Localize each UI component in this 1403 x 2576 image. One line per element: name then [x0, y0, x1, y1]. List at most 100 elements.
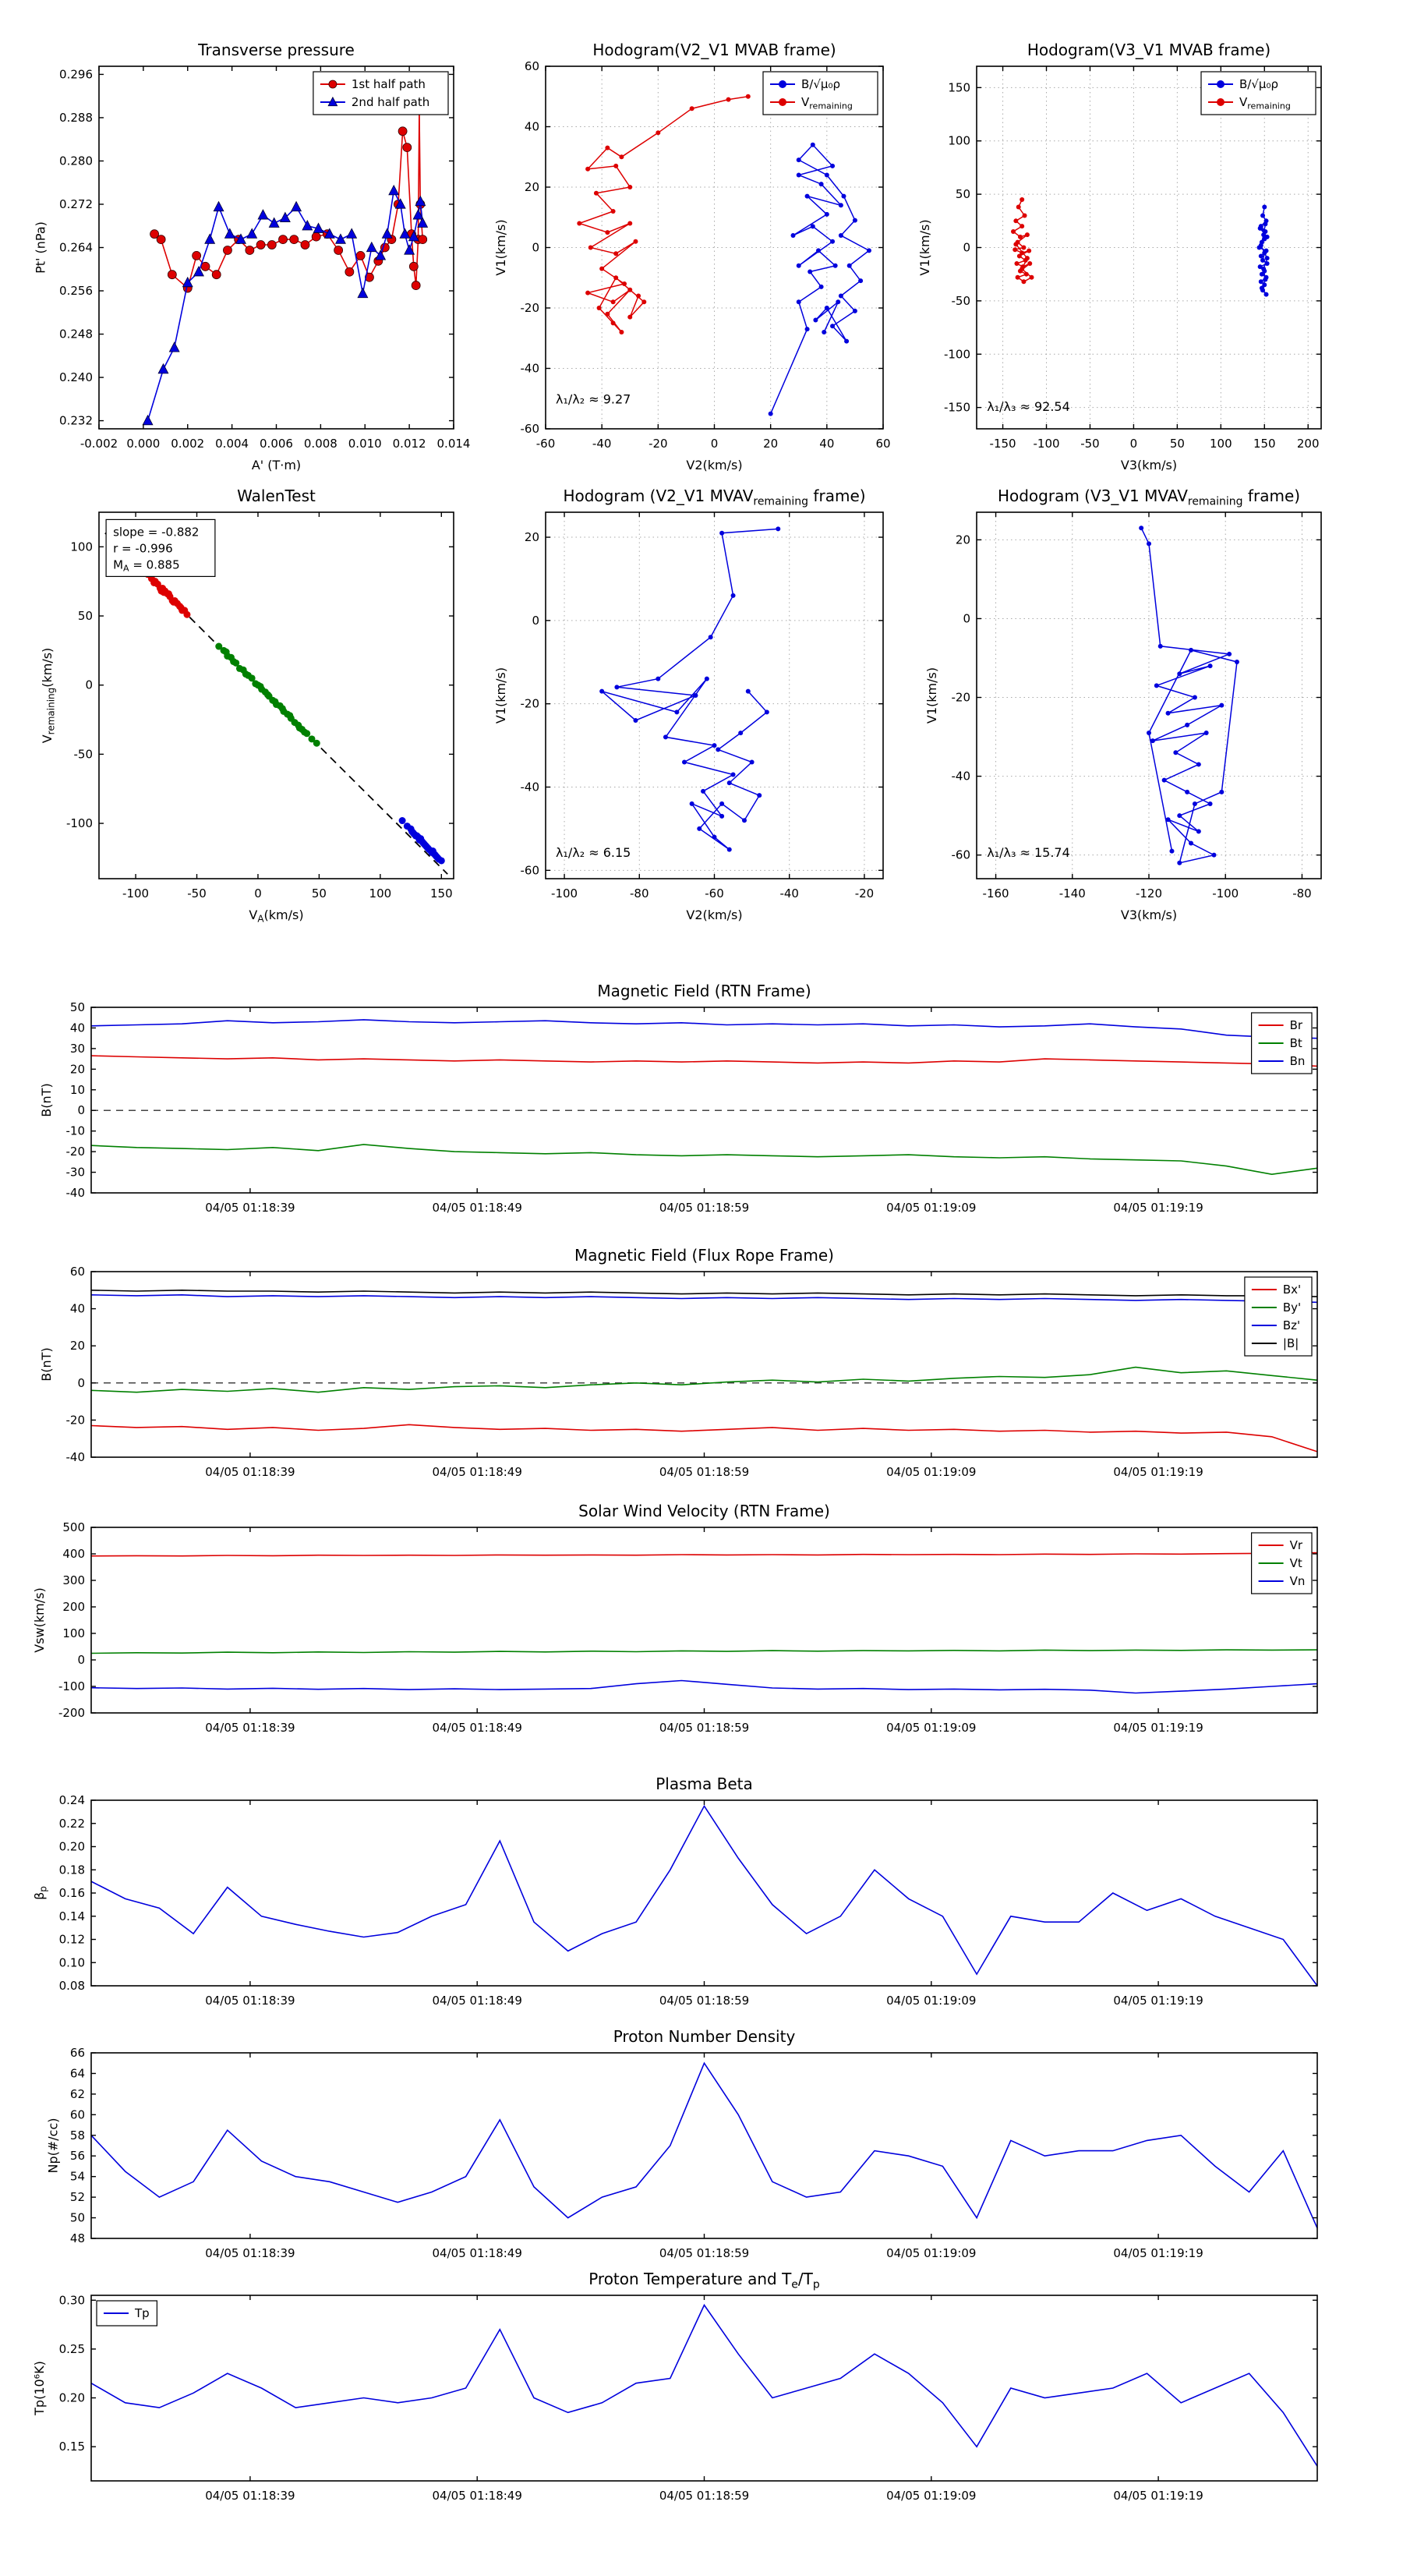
svg-text:Bx': Bx'	[1283, 1283, 1301, 1297]
svg-text:V2(km/s): V2(km/s)	[686, 458, 742, 472]
svg-text:-50: -50	[187, 886, 207, 901]
svg-text:04/05 01:19:19: 04/05 01:19:19	[1113, 1994, 1203, 2008]
svg-text:-160: -160	[983, 886, 1009, 901]
chart-mf_rtn: 04/05 01:18:39 04/05 01:18:49 04/05 01:18:…	[39, 982, 1318, 1215]
svg-text:04/05 01:19:19: 04/05 01:19:19	[1113, 1201, 1203, 1215]
svg-text:Br: Br	[1290, 1018, 1303, 1032]
svg-text:04/05 01:18:59: 04/05 01:18:59	[659, 1994, 749, 2008]
svg-text:04/05 01:19:09: 04/05 01:19:09	[886, 1721, 976, 1735]
svg-text:20: 20	[525, 530, 539, 544]
svg-text:20: 20	[70, 1062, 85, 1076]
svg-text:04/05 01:18:59: 04/05 01:18:59	[659, 1721, 749, 1735]
svg-text:20: 20	[763, 437, 778, 451]
svg-text:0.012: 0.012	[393, 437, 426, 451]
svg-text:100: 100	[1210, 437, 1232, 451]
svg-text:V2(km/s): V2(km/s)	[686, 908, 742, 922]
svg-text:Bn: Bn	[1290, 1054, 1306, 1068]
svg-text:04/05 01:18:39: 04/05 01:18:39	[205, 1721, 295, 1735]
svg-text:0.004: 0.004	[215, 437, 249, 451]
svg-text:50: 50	[70, 1000, 85, 1014]
svg-text:0: 0	[77, 1653, 85, 1667]
legend: B/√μ₀ρ Vremaining	[1200, 71, 1316, 115]
svg-text:0: 0	[963, 611, 970, 625]
svg-text:Proton Temperature and Te/Tp: Proton Temperature and Te/Tp	[588, 2270, 820, 2291]
svg-text:Transverse pressure: Transverse pressure	[197, 41, 355, 59]
svg-text:04/05 01:18:49: 04/05 01:18:49	[433, 1721, 522, 1735]
svg-text:60: 60	[70, 2107, 85, 2121]
svg-text:Vremaining(km/s): Vremaining(km/s)	[40, 648, 57, 744]
svg-text:-50: -50	[1080, 437, 1100, 451]
svg-text:0.014: 0.014	[437, 437, 471, 451]
svg-text:λ₁/λ₂ ≈ 6.15: λ₁/λ₂ ≈ 6.15	[556, 845, 631, 860]
svg-text:04/05 01:18:49: 04/05 01:18:49	[433, 1465, 522, 1479]
svg-text:V1(km/s): V1(km/s)	[493, 219, 508, 275]
svg-text:-30: -30	[66, 1166, 86, 1180]
svg-text:-50: -50	[74, 747, 94, 761]
svg-text:|B|: |B|	[1283, 1336, 1299, 1350]
svg-text:0.264: 0.264	[59, 241, 93, 255]
legend: Vr Vt Vn	[1250, 1532, 1313, 1594]
svg-text:500: 500	[62, 1520, 85, 1534]
svg-text:Proton Number Density: Proton Number Density	[613, 2027, 796, 2046]
svg-text:0.008: 0.008	[304, 437, 337, 451]
svg-text:0.20: 0.20	[59, 2391, 85, 2405]
svg-text:-0.002: -0.002	[80, 437, 118, 451]
svg-text:50: 50	[312, 886, 327, 901]
svg-text:0.30: 0.30	[59, 2293, 85, 2307]
svg-text:0.16: 0.16	[59, 1886, 85, 1900]
svg-text:Vr: Vr	[1290, 1538, 1303, 1552]
svg-text:04/05 01:19:19: 04/05 01:19:19	[1113, 1465, 1203, 1479]
svg-text:WalenTest: WalenTest	[237, 487, 316, 505]
svg-text:04/05 01:18:39: 04/05 01:18:39	[205, 1994, 295, 2008]
svg-text:Bt: Bt	[1290, 1036, 1302, 1050]
svg-text:50: 50	[1170, 437, 1185, 451]
svg-text:50: 50	[78, 609, 93, 623]
svg-text:-20: -20	[521, 697, 540, 711]
svg-text:100: 100	[948, 134, 970, 148]
svg-text:-60: -60	[521, 863, 540, 877]
chart-hodogram_v2v1_mvav: -100 -80 -60 -40 -20 -60 -40 -20 0 20 Hodogram (V2…	[493, 487, 884, 922]
svg-text:B(nT): B(nT)	[39, 1347, 54, 1381]
svg-text:0.280: 0.280	[59, 154, 93, 168]
svg-text:-10: -10	[66, 1124, 86, 1138]
svg-text:Np(#/cc): Np(#/cc)	[46, 2118, 61, 2174]
svg-text:04/05 01:19:09: 04/05 01:19:09	[886, 1465, 976, 1479]
svg-text:0.14: 0.14	[59, 1909, 85, 1923]
svg-text:60: 60	[525, 59, 539, 73]
svg-text:04/05 01:18:49: 04/05 01:18:49	[433, 2246, 522, 2260]
svg-text:04/05 01:18:59: 04/05 01:18:59	[659, 1201, 749, 1215]
legend: Br Bt Bn	[1250, 1012, 1313, 1074]
svg-text:56: 56	[70, 2149, 85, 2163]
svg-text:-40: -40	[66, 1186, 86, 1200]
svg-text:-60: -60	[521, 422, 540, 436]
svg-text:04/05 01:19:19: 04/05 01:19:19	[1113, 2246, 1203, 2260]
chart-density: 04/05 01:18:39 04/05 01:18:49 04/05 01:18:…	[46, 2027, 1318, 2260]
svg-text:Magnetic Field (Flux Rope Fram: Magnetic Field (Flux Rope Frame)	[574, 1246, 834, 1265]
svg-text:B(nT): B(nT)	[39, 1083, 54, 1116]
svg-text:V3(km/s): V3(km/s)	[1121, 458, 1177, 472]
svg-text:Hodogram (V3_V1 MVAVremaining: Hodogram (V3_V1 MVAVremaining frame)	[998, 487, 1300, 508]
svg-text:20: 20	[70, 1339, 85, 1353]
svg-text:-100: -100	[58, 1679, 85, 1693]
svg-text:04/05 01:18:49: 04/05 01:18:49	[433, 1201, 522, 1215]
svg-text:04/05 01:18:59: 04/05 01:18:59	[659, 1465, 749, 1479]
svg-text:-20: -20	[66, 1145, 86, 1159]
svg-text:-150: -150	[990, 437, 1016, 451]
svg-text:58: 58	[70, 2128, 85, 2143]
svg-text:150: 150	[430, 886, 453, 901]
svg-text:150: 150	[948, 80, 970, 94]
svg-text:50: 50	[956, 187, 970, 201]
svg-text:-20: -20	[952, 691, 971, 705]
svg-text:40: 40	[70, 1021, 85, 1035]
svg-text:-60: -60	[536, 437, 556, 451]
svg-text:04/05 01:18:49: 04/05 01:18:49	[433, 2489, 522, 2503]
svg-text:Hodogram(V2_V1 MVAB frame): Hodogram(V2_V1 MVAB frame)	[592, 41, 836, 59]
svg-text:λ₁/λ₃ ≈ 15.74: λ₁/λ₃ ≈ 15.74	[987, 845, 1070, 860]
svg-text:20: 20	[956, 533, 970, 547]
legend: Bx' By' Bz' |B|	[1244, 1276, 1313, 1357]
svg-text:B/√μ₀ρ: B/√μ₀ρ	[801, 77, 840, 91]
svg-text:0.18: 0.18	[59, 1863, 85, 1877]
svg-text:-100: -100	[944, 347, 970, 361]
svg-text:0: 0	[532, 241, 539, 255]
svg-text:r = -0.996: r = -0.996	[113, 541, 173, 555]
